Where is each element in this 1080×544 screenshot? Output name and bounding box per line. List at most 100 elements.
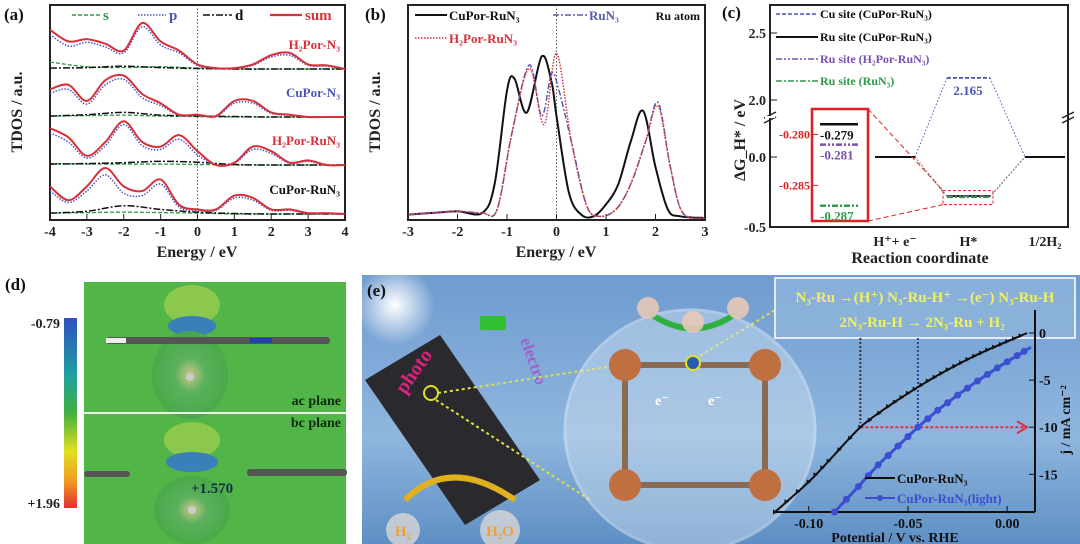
legend-s: s — [103, 8, 109, 24]
panel-label-c: (c) — [722, 3, 741, 22]
data-point — [945, 367, 951, 373]
data-point — [848, 435, 853, 441]
y-tick-label: 0 — [1039, 327, 1046, 342]
panel-c: (c) 2.5 2.0 0.0 -0.5 2.165 Cu site (CuPor-R… — [722, 3, 1075, 267]
x-axis-ticks-a: -4 -3 -2 -1 0 1 2 3 4 — [44, 214, 349, 240]
electron-label-2: e⁻ — [708, 394, 722, 409]
y-axis-label-c: ΔG_H* / eV — [732, 99, 749, 181]
data-point — [813, 472, 818, 478]
y-axis-label-b: TDOS / a.u. — [367, 72, 384, 153]
x-tick-label: 1 — [603, 225, 610, 240]
data-point — [905, 390, 911, 396]
ru-atom-annotation: Ru atom — [656, 9, 700, 23]
electron-label-1: e⁻ — [655, 394, 669, 409]
equation-1: N₃-Ru →(H⁺) N₃-Ru-H⁺ →(e⁻) N₃-Ru-H — [796, 290, 1055, 306]
sum-curve — [49, 120, 346, 167]
x-tick-label: 2 — [268, 225, 275, 240]
colorbar — [64, 318, 77, 508]
p-curve — [49, 25, 346, 70]
data-point — [784, 499, 789, 505]
system-label: H₂Por-RuN₃ — [272, 133, 340, 148]
ac-plane-label: ac plane — [292, 394, 341, 409]
framework-bubble: e⁻ e⁻ — [563, 297, 817, 544]
data-point — [867, 417, 873, 423]
zoom-region — [942, 190, 994, 206]
y-tick-label: -0.5 — [744, 221, 766, 236]
data-point — [954, 391, 962, 399]
legend-h2por-run3: H₂Por-RuN₃ — [449, 31, 517, 46]
inset-tick-label: -0.285 — [779, 178, 810, 192]
x-tick-label: -3 — [402, 225, 414, 240]
p-curve — [49, 123, 346, 167]
legend-a: s p d sum — [72, 8, 332, 24]
data-point — [998, 341, 1004, 347]
data-point — [806, 479, 812, 485]
bc-plane-label: bc plane — [291, 416, 341, 431]
panel-b: (b) CuPor-RuN₃ RuN₃ Ru atom H₂Por-RuN₃ -… — [365, 4, 709, 261]
data-point — [899, 395, 905, 401]
x-axis-label-b: Energy / eV — [516, 244, 597, 261]
data-point — [854, 483, 862, 491]
x-category-label: H* — [960, 235, 978, 250]
y-axis-ticks-c: 2.5 2.0 0.0 -0.5 — [744, 27, 777, 236]
legend-ru-site-run3: Ru site (RuN₃) — [820, 74, 894, 88]
y-tick-label: -5 — [1039, 374, 1051, 389]
data-point — [874, 461, 882, 469]
data-point — [858, 424, 863, 430]
x-tick-label: 3 — [305, 225, 312, 240]
data-point — [1011, 336, 1017, 342]
sum-curve — [49, 166, 346, 215]
sum-curve — [49, 73, 345, 119]
zoom-connector — [867, 108, 944, 191]
h2-label: H₂ — [395, 524, 412, 540]
charge-value: +1.570 — [191, 481, 233, 497]
inset-tick-label: -0.280 — [779, 127, 810, 141]
x-tick-label: -1 — [155, 225, 167, 240]
battery-icon — [480, 316, 506, 330]
x-tick-label: -1 — [501, 225, 513, 240]
legend-p: p — [169, 8, 177, 24]
legend-cu-site: Cu site (CuPor-RuN₃) — [820, 7, 932, 21]
data-point — [993, 364, 1001, 372]
bc-plane-view — [84, 422, 347, 544]
y-tick-label: -10 — [1039, 421, 1058, 436]
tdos-curve — [407, 64, 706, 220]
data-point — [939, 370, 944, 376]
y-tick-label: 2.5 — [749, 27, 767, 42]
inset-level-value: -0.281 — [820, 148, 854, 163]
data-point — [972, 353, 977, 359]
panel-e: (e) photo electro H₂ H₂O e⁻ e⁻ — [355, 265, 1080, 544]
legend-run3: RuN₃ — [589, 8, 619, 23]
y-tick-label: 2.0 — [749, 94, 767, 109]
x-tick-label: 2 — [652, 225, 659, 240]
data-point — [979, 350, 984, 356]
data-point — [795, 488, 801, 494]
panel-label-d: (d) — [5, 275, 26, 294]
electrode-illustration: photo electro H₂ H₂O — [365, 309, 776, 544]
equation-box — [774, 277, 1076, 339]
y-axis-label-a: TDOS / a.u. — [9, 72, 26, 153]
tdos-curve — [407, 52, 706, 220]
colorbar-min: -0.79 — [31, 317, 60, 332]
polarization-plot: -0.10 -0.05 0.00 0 -5 -10 -15 — [773, 310, 1058, 532]
x-tick-label: -2 — [118, 225, 130, 240]
zoom-connector — [867, 204, 944, 222]
x-axis-label-a: Energy / eV — [157, 244, 238, 261]
energy-levels: 2.165 — [875, 76, 1065, 206]
data-point — [884, 451, 892, 459]
y-axis-label-e: j / mA cm⁻² — [1059, 385, 1074, 456]
data-point — [1003, 358, 1011, 366]
level-connector — [989, 77, 1026, 158]
legend-ru-site-h2por: Ru site (H₂Por-RuN₃) — [820, 52, 929, 66]
sun-glow — [355, 265, 435, 345]
panel-label-b: (b) — [365, 5, 386, 24]
axis-break — [763, 111, 1075, 124]
x-axis-label-c: Reaction coordinate — [851, 250, 988, 267]
level-connector — [989, 156, 1026, 197]
reaction-arrow-icon — [402, 474, 517, 503]
data-point — [952, 363, 957, 369]
b-curves — [407, 52, 706, 220]
sum-curve — [49, 21, 346, 70]
x-tick-label: -4 — [44, 225, 56, 240]
